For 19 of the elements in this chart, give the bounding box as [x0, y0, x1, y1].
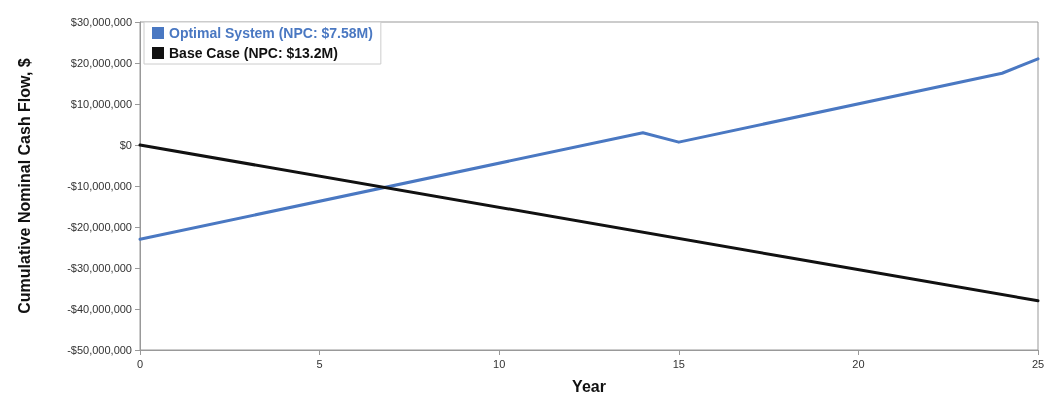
x-axis-title: Year	[572, 377, 606, 395]
x-tick-label: 10	[493, 357, 506, 370]
x-tick-label: 15	[672, 357, 685, 370]
x-tick-label: 25	[1031, 357, 1045, 370]
y-tick-label: $0	[119, 139, 132, 151]
x-tick-label: 20	[852, 357, 865, 370]
y-axis-title: Cumulative Nominal Cash Flow, $	[15, 58, 33, 314]
legend-label: Optimal System (NPC: $7.58M)	[169, 25, 373, 41]
y-tick-label: $10,000,000	[70, 98, 132, 110]
y-tick-label: -$30,000,000	[67, 262, 132, 274]
y-tick-label: $20,000,000	[70, 57, 132, 69]
y-tick-label: -$20,000,000	[67, 221, 132, 233]
y-tick-label: -$50,000,000	[67, 344, 132, 356]
legend-label: Base Case (NPC: $13.2M)	[169, 45, 338, 61]
y-tick-label: -$10,000,000	[67, 180, 132, 192]
y-tick-label: $30,000,000	[70, 16, 132, 28]
x-tick-label: 0	[136, 357, 144, 370]
x-tick-label: 5	[316, 357, 323, 370]
y-tick-label: -$40,000,000	[67, 303, 132, 315]
